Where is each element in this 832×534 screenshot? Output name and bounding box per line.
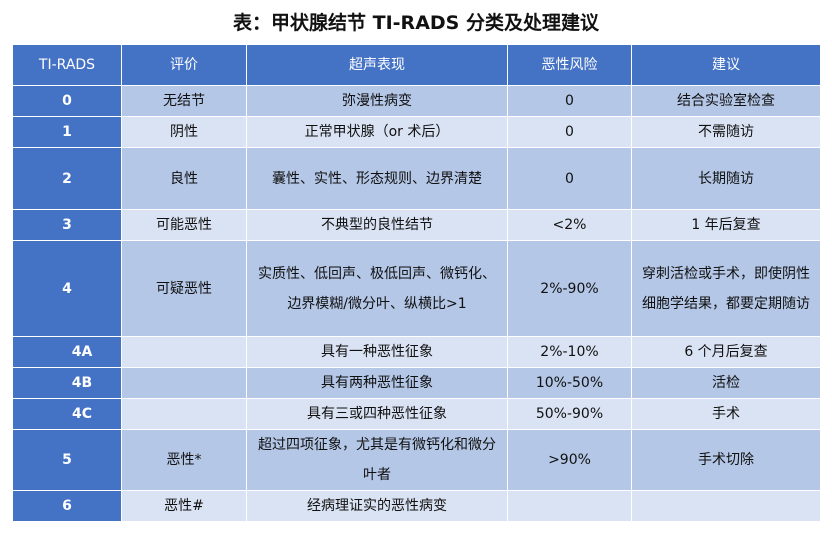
cell-category: 5: [12, 429, 122, 491]
cell-advice: 穿刺活检或手术，即使阴性细胞学结果，都要定期随访: [631, 240, 821, 337]
cell-advice: 手术: [631, 398, 821, 430]
cell-evaluation: 恶性*: [121, 429, 247, 491]
header-ti-rads: TI-RADS: [12, 44, 122, 86]
table-row: 3 可能恶性 不典型的良性结节 <2% 1 年后复查: [12, 209, 821, 241]
ti-rads-table: TI-RADS 评价 超声表现 恶性风险 建议 0 无结节 弥漫性病变 0 结合实验室检…: [12, 44, 821, 522]
cell-category: 4C: [12, 398, 122, 430]
cell-ultrasound: 不典型的良性结节: [246, 209, 508, 241]
cell-risk: 10%-50%: [507, 367, 632, 399]
cell-evaluation: 阴性: [121, 116, 247, 148]
cell-category: 1: [12, 116, 122, 148]
cell-risk: >90%: [507, 429, 632, 491]
table-row: 4B 具有两种恶性征象 10%-50% 活检: [12, 367, 821, 399]
header-ultrasound: 超声表现: [246, 44, 508, 86]
cell-evaluation: [121, 367, 247, 399]
cell-risk: [507, 490, 632, 522]
cell-risk: 0: [507, 116, 632, 148]
cell-category: 3: [12, 209, 122, 241]
cell-risk: 0: [507, 85, 632, 117]
table-row: 4C 具有三或四种恶性征象 50%-90% 手术: [12, 398, 821, 430]
cell-advice: 长期随访: [631, 147, 821, 210]
cell-ultrasound: 超过四项征象，尤其是有微钙化和微分叶者: [246, 429, 508, 491]
cell-risk: 0: [507, 147, 632, 210]
cell-category: 2: [12, 147, 122, 210]
cell-risk: 50%-90%: [507, 398, 632, 430]
cell-ultrasound: 具有一种恶性征象: [246, 336, 508, 368]
table-title: 表：甲状腺结节 TI-RADS 分类及处理建议: [233, 12, 599, 34]
table-row: 6 恶性# 经病理证实的恶性病变: [12, 490, 821, 522]
table-row: 4 可疑恶性 实质性、低回声、极低回声、微钙化、边界模糊/微分叶、纵横比>1 2%-9…: [12, 240, 821, 337]
cell-evaluation: 无结节: [121, 85, 247, 117]
cell-category: 4B: [12, 367, 122, 399]
cell-advice: 不需随访: [631, 116, 821, 148]
cell-ultrasound: 囊性、实性、形态规则、边界清楚: [246, 147, 508, 210]
cell-evaluation: [121, 398, 247, 430]
table-row: 1 阴性 正常甲状腺（or 术后） 0 不需随访: [12, 116, 821, 148]
header-advice: 建议: [631, 44, 821, 86]
cell-category: 4A: [12, 336, 122, 368]
cell-ultrasound: 弥漫性病变: [246, 85, 508, 117]
cell-advice: 结合实验室检查: [631, 85, 821, 117]
cell-ultrasound: 经病理证实的恶性病变: [246, 490, 508, 522]
header-malignancy-risk: 恶性风险: [507, 44, 632, 86]
cell-evaluation: 恶性#: [121, 490, 247, 522]
cell-category: 4: [12, 240, 122, 337]
cell-evaluation: 可疑恶性: [121, 240, 247, 337]
cell-risk: 2%-10%: [507, 336, 632, 368]
table-row: 4A 具有一种恶性征象 2%-10% 6 个月后复查: [12, 336, 821, 368]
cell-advice: [631, 490, 821, 522]
cell-ultrasound: 正常甲状腺（or 术后）: [246, 116, 508, 148]
cell-advice: 活检: [631, 367, 821, 399]
table-row: 2 良性 囊性、实性、形态规则、边界清楚 0 长期随访: [12, 147, 821, 210]
cell-evaluation: 良性: [121, 147, 247, 210]
cell-risk: 2%-90%: [507, 240, 632, 337]
cell-evaluation: 可能恶性: [121, 209, 247, 241]
cell-advice: 手术切除: [631, 429, 821, 491]
header-evaluation: 评价: [121, 44, 247, 86]
header-row: TI-RADS 评价 超声表现 恶性风险 建议: [12, 44, 821, 86]
cell-ultrasound: 具有两种恶性征象: [246, 367, 508, 399]
cell-ultrasound: 实质性、低回声、极低回声、微钙化、边界模糊/微分叶、纵横比>1: [246, 240, 508, 337]
cell-category: 0: [12, 85, 122, 117]
cell-category: 6: [12, 490, 122, 522]
cell-risk: <2%: [507, 209, 632, 241]
cell-advice: 6 个月后复查: [631, 336, 821, 368]
cell-ultrasound: 具有三或四种恶性征象: [246, 398, 508, 430]
table-row: 5 恶性* 超过四项征象，尤其是有微钙化和微分叶者 >90% 手术切除: [12, 429, 821, 491]
table-row: 0 无结节 弥漫性病变 0 结合实验室检查: [12, 85, 821, 117]
cell-advice: 1 年后复查: [631, 209, 821, 241]
cell-evaluation: [121, 336, 247, 368]
